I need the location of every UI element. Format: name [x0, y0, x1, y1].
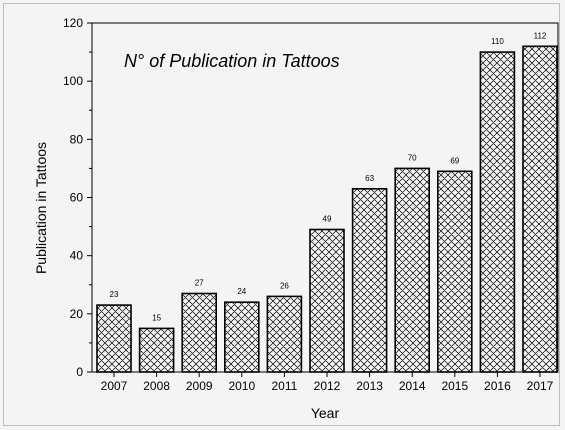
bar-2011 [266, 295, 303, 373]
y-tick-label-0: 0 [76, 365, 83, 379]
bar-2013 [351, 188, 388, 373]
data-label-2016: 110 [491, 37, 504, 46]
bar-2008 [138, 327, 175, 373]
data-label-2010: 24 [237, 287, 246, 296]
data-label-2008: 15 [152, 313, 161, 322]
x-tick-label-2007: 2007 [101, 379, 128, 393]
data-label-2012: 49 [323, 215, 332, 224]
data-label-2007: 23 [110, 290, 119, 299]
bar-2007 [96, 304, 132, 373]
data-label-2015: 69 [450, 156, 459, 165]
bar-2015 [436, 170, 473, 373]
data-label-2011: 26 [280, 281, 289, 290]
data-label-2014: 70 [408, 153, 417, 162]
x-tick-label-2017: 2017 [527, 379, 554, 393]
bar-2016 [479, 51, 516, 373]
x-tick-label-2010: 2010 [228, 379, 255, 393]
y-tick-label-60: 60 [70, 191, 84, 205]
bar-2010 [224, 301, 260, 373]
y-axis-title: Publication in Tattoos [33, 142, 49, 274]
x-tick-label-2016: 2016 [484, 379, 511, 393]
x-axis-title: Year [311, 405, 340, 421]
y-tick-label-20: 20 [70, 307, 84, 321]
x-tick-label-2014: 2014 [399, 379, 426, 393]
x-tick-label-2013: 2013 [356, 379, 383, 393]
x-tick-label-2008: 2008 [143, 379, 170, 393]
y-tick-label-40: 40 [70, 249, 84, 263]
x-tick-label-2012: 2012 [314, 379, 341, 393]
y-tick-label-100: 100 [63, 74, 83, 88]
y-axis: 0 20 40 60 80 100 120 [63, 16, 92, 379]
x-tick-label-2009: 2009 [186, 379, 213, 393]
bar-2012 [309, 228, 345, 373]
y-tick-label-80: 80 [70, 132, 84, 146]
data-label-2017: 112 [534, 31, 547, 40]
bar-2017 [522, 45, 558, 373]
x-tick-label-2011: 2011 [271, 379, 297, 393]
y-tick-label-120: 120 [63, 16, 83, 30]
data-labels-group: 23 15 27 24 26 49 63 70 69 110 112 [110, 31, 547, 322]
x-tick-label-2015: 2015 [441, 379, 468, 393]
x-axis: 2007 2008 2009 2010 2011 2012 2013 2014 2015 2016… [101, 372, 554, 393]
bar-2014 [394, 167, 431, 373]
data-label-2009: 27 [195, 279, 204, 288]
data-label-2013: 63 [365, 174, 374, 183]
chart-title: N° of Publication in Tattoos [124, 51, 340, 71]
bar-2009 [181, 292, 217, 373]
